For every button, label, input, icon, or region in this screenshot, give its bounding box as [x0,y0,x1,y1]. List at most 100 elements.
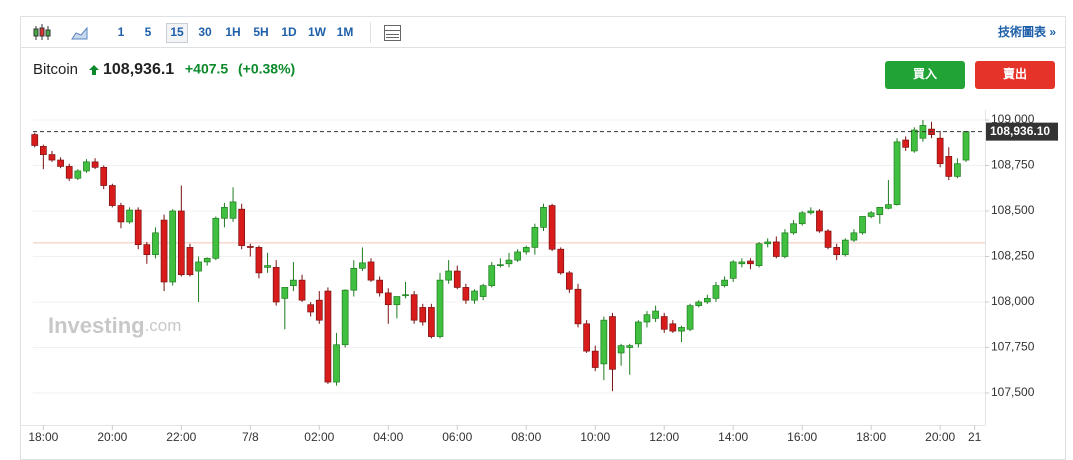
x-tick-label: 7/8 [242,430,259,444]
candle-body [781,232,789,257]
x-tick-label: 16:00 [787,430,817,444]
interval-button[interactable]: 1H [225,25,240,39]
candle-body [169,210,177,283]
candle-body [57,159,64,167]
interval-button[interactable]: 1M [337,25,354,39]
interval-button[interactable]: 30 [198,25,212,39]
candle-body [893,141,901,205]
x-tick-label: 02:00 [304,430,334,444]
candle-body [859,216,866,234]
x-tick-label: 14:00 [718,430,748,444]
interval-button[interactable]: 1D [281,25,297,39]
up-arrow [89,65,99,75]
candle-body [902,139,910,148]
candle-body [583,323,590,352]
candle-body [798,212,806,225]
change: +407.5 [185,61,228,77]
candle-body [910,129,918,152]
watermark: Investing.com [48,313,181,338]
y-tick-label: 107,750 [991,340,1035,354]
x-tick-label: 20:00 [925,430,955,444]
sell-label[interactable]: 賣出 [1002,66,1027,81]
y-tick-label: 108,250 [991,249,1035,263]
x-tick-label: 08:00 [511,430,541,444]
candle-body [419,307,427,323]
candle-body [945,156,953,177]
candle-body [264,265,271,268]
candle-body [91,161,99,168]
candle-body [39,146,47,155]
candle-body [479,285,487,297]
last-price-label: 108,936.10 [990,124,1050,138]
y-tick-label: 108,500 [991,203,1035,217]
candle-body [729,261,737,279]
area-icon[interactable] [71,26,88,40]
candle-body [764,241,772,245]
candle-body [428,307,435,337]
candle-body [497,264,504,267]
candle-body [790,223,797,234]
candle-body [350,267,358,291]
candle-body [221,207,228,219]
candle-body [160,219,168,283]
last-price-box [986,122,1058,141]
x-tick-label: 21 [968,430,982,444]
technical-chart-link[interactable]: 技術圖表 » [998,24,1056,39]
candle-body [393,296,401,306]
candle-body [134,209,142,246]
interval-selected [166,23,188,43]
candle-body [65,166,73,179]
candle-body [108,185,116,206]
y-tick-label: 108,750 [991,158,1035,172]
candle-body [298,279,306,301]
candle-body [143,244,151,256]
candle-body [669,323,677,332]
interval-button[interactable]: 1W [308,25,327,39]
candle-body [48,154,56,161]
candle-body [755,243,763,266]
candle-body [721,279,728,286]
candle-body [83,161,90,172]
candle-body [600,319,608,365]
candle-body [203,257,211,263]
interval-button[interactable]: 5H [253,25,268,39]
candle-body [117,205,125,223]
candle-body [402,294,409,297]
x-tick-label: 04:00 [373,430,403,444]
candle-body [867,212,875,217]
candle-body [540,207,547,228]
candle-body [186,247,194,276]
candle-body [652,310,659,319]
candle-body [824,230,832,248]
candle-body [591,350,599,368]
watermark-suffix: .com [145,316,182,335]
candle-body [816,210,823,232]
sell-button[interactable] [975,61,1055,89]
candle-body [376,279,384,294]
candle-body [281,287,289,299]
interval-button[interactable]: 5 [145,25,152,39]
candle-body [807,210,815,214]
table-icon[interactable] [384,25,401,41]
candle-icon[interactable] [33,24,51,40]
buy-label[interactable]: 買入 [913,67,937,81]
candle-body [833,247,841,256]
candle-body [238,208,246,246]
candle-body [660,316,668,330]
candle-body [445,270,452,281]
candle-body [850,232,858,241]
candle-body [548,205,556,250]
buy-button[interactable] [885,61,965,89]
candle-body [126,209,133,223]
candle-body [436,279,444,337]
interval-button[interactable]: 15 [170,25,184,39]
candle-body [229,201,237,219]
candle-body [686,305,694,330]
interval-button[interactable]: 1 [118,25,125,39]
candle-body [738,261,746,265]
candle-body [634,321,642,345]
frame [20,16,1066,460]
candle-body [212,217,220,259]
candle-body [290,279,297,286]
candle-body [367,261,375,281]
